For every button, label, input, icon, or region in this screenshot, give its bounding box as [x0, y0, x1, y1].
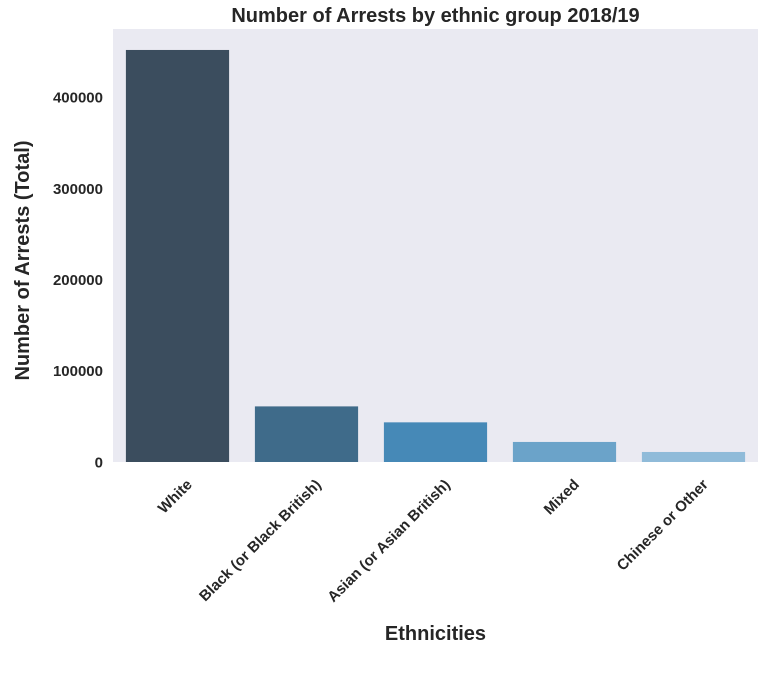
bars-group — [125, 49, 746, 463]
y-tick-label-3: 300000 — [53, 181, 103, 198]
x-tick-label-3: Mixed — [541, 476, 583, 518]
x-ticks-group: White Black (or Black British) Asian (or A… — [155, 476, 712, 606]
y-tick-label-0: 0 — [95, 454, 103, 471]
x-tick-label-4: Chinese or Other — [614, 476, 712, 574]
bar-2 — [383, 422, 488, 462]
y-ticks-group: 0 100000 200000 300000 400000 — [53, 90, 103, 472]
bar-0 — [125, 49, 230, 463]
x-tick-label-0: White — [155, 476, 196, 517]
chart-title: Number of Arrests by ethnic group 2018/1… — [231, 5, 639, 27]
x-tick-label-2: Asian (or Asian British) — [324, 476, 453, 606]
bar-1 — [254, 406, 359, 462]
y-tick-label-4: 400000 — [53, 90, 103, 107]
y-tick-label-2: 200000 — [53, 272, 103, 289]
x-axis-label: Ethnicities — [385, 623, 486, 645]
y-tick-label-1: 100000 — [53, 363, 103, 380]
bar-4 — [641, 451, 746, 462]
x-tick-label-1: Black (or Black British) — [196, 476, 325, 605]
y-axis-label: Number of Arrests (Total) — [12, 140, 34, 380]
bar-3 — [512, 441, 617, 462]
